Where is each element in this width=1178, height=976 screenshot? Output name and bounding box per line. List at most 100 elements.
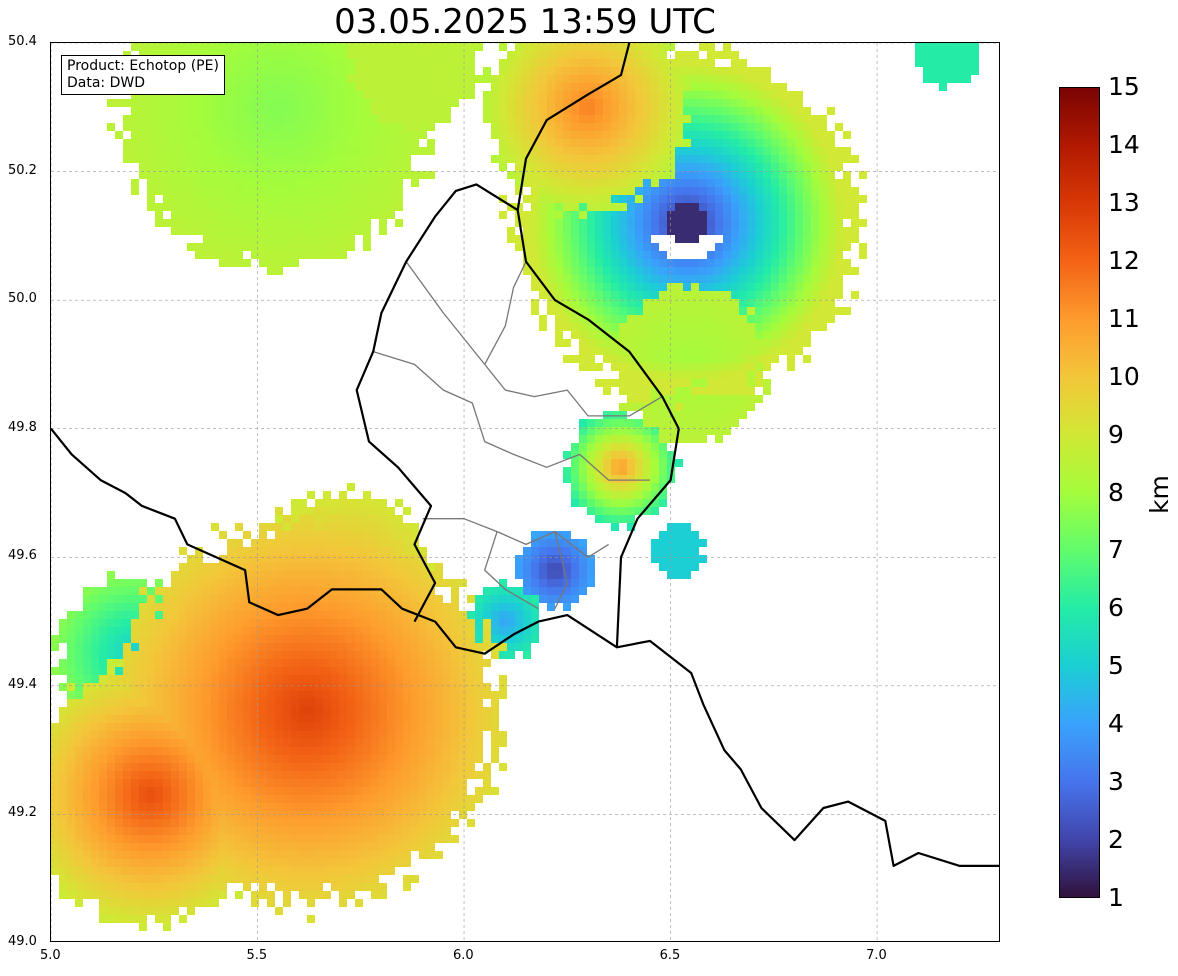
echo-pixel (531, 235, 539, 243)
echo-pixel (595, 363, 603, 371)
echo-pixel (747, 355, 755, 363)
echo-pixel (563, 75, 571, 83)
echo-pixel (827, 275, 835, 283)
echo-pixel (211, 627, 219, 635)
echo-pixel (555, 163, 563, 171)
echo-pixel (435, 683, 443, 691)
echo-pixel (123, 147, 131, 155)
echo-pixel (211, 107, 219, 115)
echo-pixel (387, 211, 395, 219)
echo-pixel (451, 43, 459, 51)
echo-pixel (755, 339, 763, 347)
echo-pixel (819, 163, 827, 171)
echo-pixel (611, 171, 619, 179)
echo-pixel (131, 723, 139, 731)
echo-pixel (739, 283, 747, 291)
echo-pixel (643, 427, 651, 435)
echo-pixel (379, 91, 387, 99)
echo-pixel (731, 139, 739, 147)
echo-pixel (971, 51, 979, 59)
echo-pixel (347, 235, 355, 243)
echo-pixel (491, 99, 499, 107)
echo-pixel (659, 435, 667, 443)
echo-pixel (755, 219, 763, 227)
echo-pixel (299, 539, 307, 547)
echo-pixel (283, 675, 291, 683)
echo-pixel (243, 59, 251, 67)
echo-pixel (723, 315, 731, 323)
echo-pixel (347, 115, 355, 123)
echo-pixel (659, 315, 667, 323)
echo-pixel (267, 259, 275, 267)
echo-pixel (171, 155, 179, 163)
echo-pixel (643, 51, 651, 59)
echo-pixel (347, 75, 355, 83)
echo-pixel (315, 747, 323, 755)
echo-pixel (691, 115, 699, 123)
echo-pixel (803, 163, 811, 171)
echo-pixel (691, 315, 699, 323)
echo-pixel (763, 315, 771, 323)
echo-pixel (547, 539, 555, 547)
map-area[interactable] (50, 42, 1000, 942)
echo-pixel (675, 267, 683, 275)
echo-pixel (595, 219, 603, 227)
echo-pixel (603, 155, 611, 163)
echo-pixel (595, 267, 603, 275)
echo-pixel (643, 107, 651, 115)
echo-pixel (51, 787, 59, 795)
echo-pixel (387, 603, 395, 611)
echo-pixel (763, 171, 771, 179)
echo-pixel (507, 619, 515, 627)
echo-pixel (83, 811, 91, 819)
echo-pixel (683, 363, 691, 371)
echo-pixel (267, 707, 275, 715)
echo-pixel (459, 67, 467, 75)
echo-pixel (123, 771, 131, 779)
echo-pixel (827, 163, 835, 171)
echo-pixel (667, 379, 675, 387)
echo-pixel (587, 115, 595, 123)
echo-pixel (491, 731, 499, 739)
echo-pixel (259, 827, 267, 835)
echo-pixel (483, 75, 491, 83)
echo-pixel (819, 115, 827, 123)
echo-pixel (643, 179, 651, 187)
echo-pixel (131, 643, 139, 651)
echo-pixel (547, 83, 555, 91)
echo-pixel (187, 731, 195, 739)
echo-pixel (307, 531, 315, 539)
echo-pixel (291, 147, 299, 155)
echo-pixel (251, 771, 259, 779)
echo-pixel (395, 707, 403, 715)
echo-pixel (659, 427, 667, 435)
echo-pixel (291, 59, 299, 67)
echo-pixel (611, 131, 619, 139)
echo-pixel (627, 235, 635, 243)
echo-pixel (443, 747, 451, 755)
echo-pixel (91, 707, 99, 715)
echo-pixel (339, 539, 347, 547)
echo-pixel (123, 803, 131, 811)
echo-pixel (507, 651, 515, 659)
echo-pixel (203, 643, 211, 651)
echo-pixel (467, 659, 475, 667)
echo-pixel (179, 763, 187, 771)
echo-pixel (723, 107, 731, 115)
echo-pixel (299, 675, 307, 683)
echo-pixel (243, 683, 251, 691)
echo-pixel (739, 147, 747, 155)
echo-pixel (443, 91, 451, 99)
echo-pixel (331, 643, 339, 651)
echo-pixel (267, 675, 275, 683)
echo-pixel (123, 731, 131, 739)
echo-pixel (123, 739, 131, 747)
echo-pixel (771, 147, 779, 155)
echo-pixel (347, 123, 355, 131)
echo-pixel (91, 763, 99, 771)
echo-pixel (555, 67, 563, 75)
echo-pixel (403, 611, 411, 619)
echo-pixel (427, 691, 435, 699)
echo-pixel (275, 659, 283, 667)
echo-pixel (563, 115, 571, 123)
